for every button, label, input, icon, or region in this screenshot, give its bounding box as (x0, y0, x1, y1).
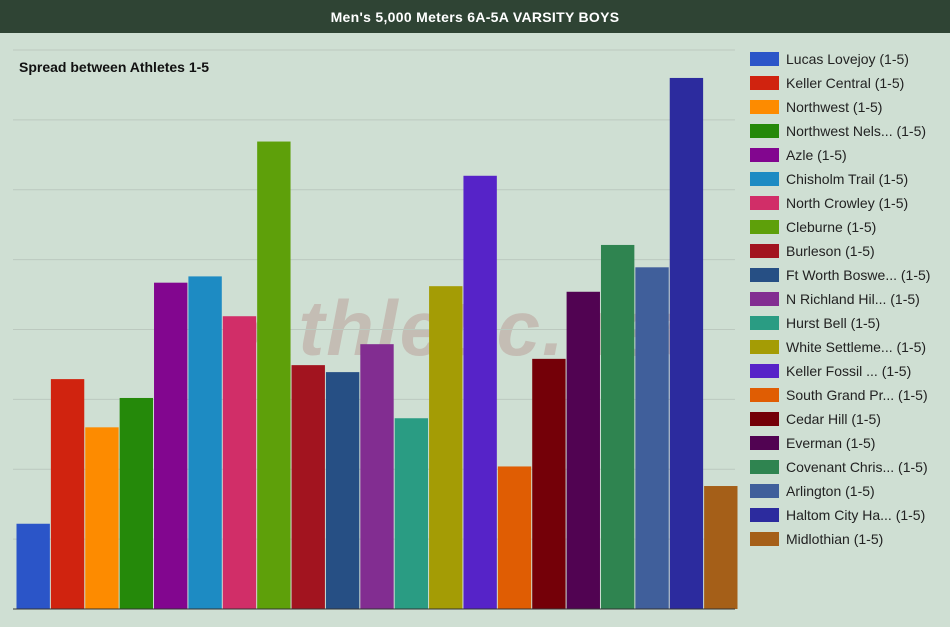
bar[interactable] (497, 466, 532, 609)
legend-label: Chisholm Trail (1-5) (786, 171, 909, 187)
legend-swatch (750, 244, 779, 258)
bar[interactable] (669, 77, 704, 609)
legend-swatch (750, 76, 779, 90)
legend-item[interactable]: Lucas Lovejoy (1-5) (750, 47, 950, 71)
legend-swatch (750, 316, 779, 330)
legend-swatch (750, 460, 779, 474)
legend-label: Azle (1-5) (786, 147, 847, 163)
legend-swatch (750, 220, 779, 234)
bar[interactable] (704, 486, 738, 609)
legend-label: Haltom City Ha... (1-5) (786, 507, 926, 523)
bar[interactable] (429, 286, 463, 609)
bar[interactable] (154, 282, 188, 609)
legend-item[interactable]: Keller Central (1-5) (750, 71, 950, 95)
bar[interactable] (222, 316, 257, 609)
bar[interactable] (119, 397, 154, 609)
legend-swatch (750, 100, 779, 114)
legend-swatch (750, 412, 779, 426)
legend-label: Cedar Hill (1-5) (786, 411, 881, 427)
legend-swatch (750, 196, 779, 210)
legend-label: Midlothian (1-5) (786, 531, 884, 547)
legend-item[interactable]: Northwest (1-5) (750, 95, 950, 119)
bar[interactable] (257, 141, 291, 609)
legend-label: Hurst Bell (1-5) (786, 315, 881, 331)
bar-chart-svg (13, 49, 738, 610)
legend-item[interactable]: Cedar Hill (1-5) (750, 407, 950, 431)
legend-item[interactable]: North Crowley (1-5) (750, 191, 950, 215)
bar[interactable] (325, 372, 360, 609)
legend-swatch (750, 292, 779, 306)
legend-label: Cleburne (1-5) (786, 219, 877, 235)
legend-swatch (750, 436, 779, 450)
legend-item[interactable]: Burleson (1-5) (750, 239, 950, 263)
legend-item[interactable]: Midlothian (1-5) (750, 527, 950, 551)
legend-item[interactable]: Chisholm Trail (1-5) (750, 167, 950, 191)
bar[interactable] (566, 291, 600, 609)
legend-item[interactable]: N Richland Hil... (1-5) (750, 287, 950, 311)
bar[interactable] (291, 365, 325, 609)
legend-swatch (750, 52, 779, 66)
legend-label: Everman (1-5) (786, 435, 876, 451)
legend-item[interactable]: South Grand Pr... (1-5) (750, 383, 950, 407)
legend-swatch (750, 388, 779, 402)
legend-swatch (750, 532, 779, 546)
legend-swatch (750, 340, 779, 354)
legend-label: Northwest Nels... (1-5) (786, 123, 927, 139)
legend-item[interactable]: Ft Worth Boswe... (1-5) (750, 263, 950, 287)
legend-item[interactable]: Everman (1-5) (750, 431, 950, 455)
legend-label: Covenant Chris... (1-5) (786, 459, 928, 475)
legend-label: North Crowley (1-5) (786, 195, 909, 211)
legend-label: Northwest (1-5) (786, 99, 883, 115)
legend-item[interactable]: Azle (1-5) (750, 143, 950, 167)
bar[interactable] (188, 276, 222, 609)
legend-item[interactable]: Northwest Nels... (1-5) (750, 119, 950, 143)
bar[interactable] (360, 344, 394, 609)
bar[interactable] (532, 358, 566, 609)
legend-swatch (750, 364, 779, 378)
legend-swatch (750, 124, 779, 138)
bar[interactable] (600, 244, 635, 610)
legend-label: Keller Central (1-5) (786, 75, 905, 91)
legend-item[interactable]: Cleburne (1-5) (750, 215, 950, 239)
legend-label: Ft Worth Boswe... (1-5) (786, 267, 931, 283)
legend-label: Burleson (1-5) (786, 243, 875, 259)
chart-subtitle: Spread between Athletes 1-5 (19, 59, 210, 75)
legend-swatch (750, 484, 779, 498)
legend-swatch (750, 268, 779, 282)
legend-item[interactable]: Covenant Chris... (1-5) (750, 455, 950, 479)
legend-item[interactable]: Keller Fossil ... (1-5) (750, 359, 950, 383)
bar[interactable] (635, 267, 669, 609)
legend-label: Keller Fossil ... (1-5) (786, 363, 912, 379)
legend-label: White Settleme... (1-5) (786, 339, 927, 355)
legend-swatch (750, 172, 779, 186)
bar[interactable] (50, 379, 85, 609)
chart-legend: Lucas Lovejoy (1-5) Keller Central (1-5) N… (750, 47, 950, 551)
legend-item[interactable]: Arlington (1-5) (750, 479, 950, 503)
chart-header-title: Men's 5,000 Meters 6A-5A VARSITY BOYS (330, 8, 620, 25)
chart-header-bar: Men's 5,000 Meters 6A-5A VARSITY BOYS (0, 0, 950, 33)
bar[interactable] (394, 418, 429, 609)
legend-label: N Richland Hil... (1-5) (786, 291, 920, 307)
legend-item[interactable]: Hurst Bell (1-5) (750, 311, 950, 335)
bar[interactable] (463, 175, 497, 609)
bar[interactable] (85, 427, 119, 609)
legend-item[interactable]: White Settleme... (1-5) (750, 335, 950, 359)
chart-area: Athletic.net Spread between Athletes 1-5 (0, 33, 745, 627)
legend-swatch (750, 148, 779, 162)
legend-label: South Grand Pr... (1-5) (786, 387, 928, 403)
bar[interactable] (16, 523, 50, 609)
legend-label: Lucas Lovejoy (1-5) (786, 51, 909, 67)
legend-label: Arlington (1-5) (786, 483, 875, 499)
legend-item[interactable]: Haltom City Ha... (1-5) (750, 503, 950, 527)
legend-swatch (750, 508, 779, 522)
